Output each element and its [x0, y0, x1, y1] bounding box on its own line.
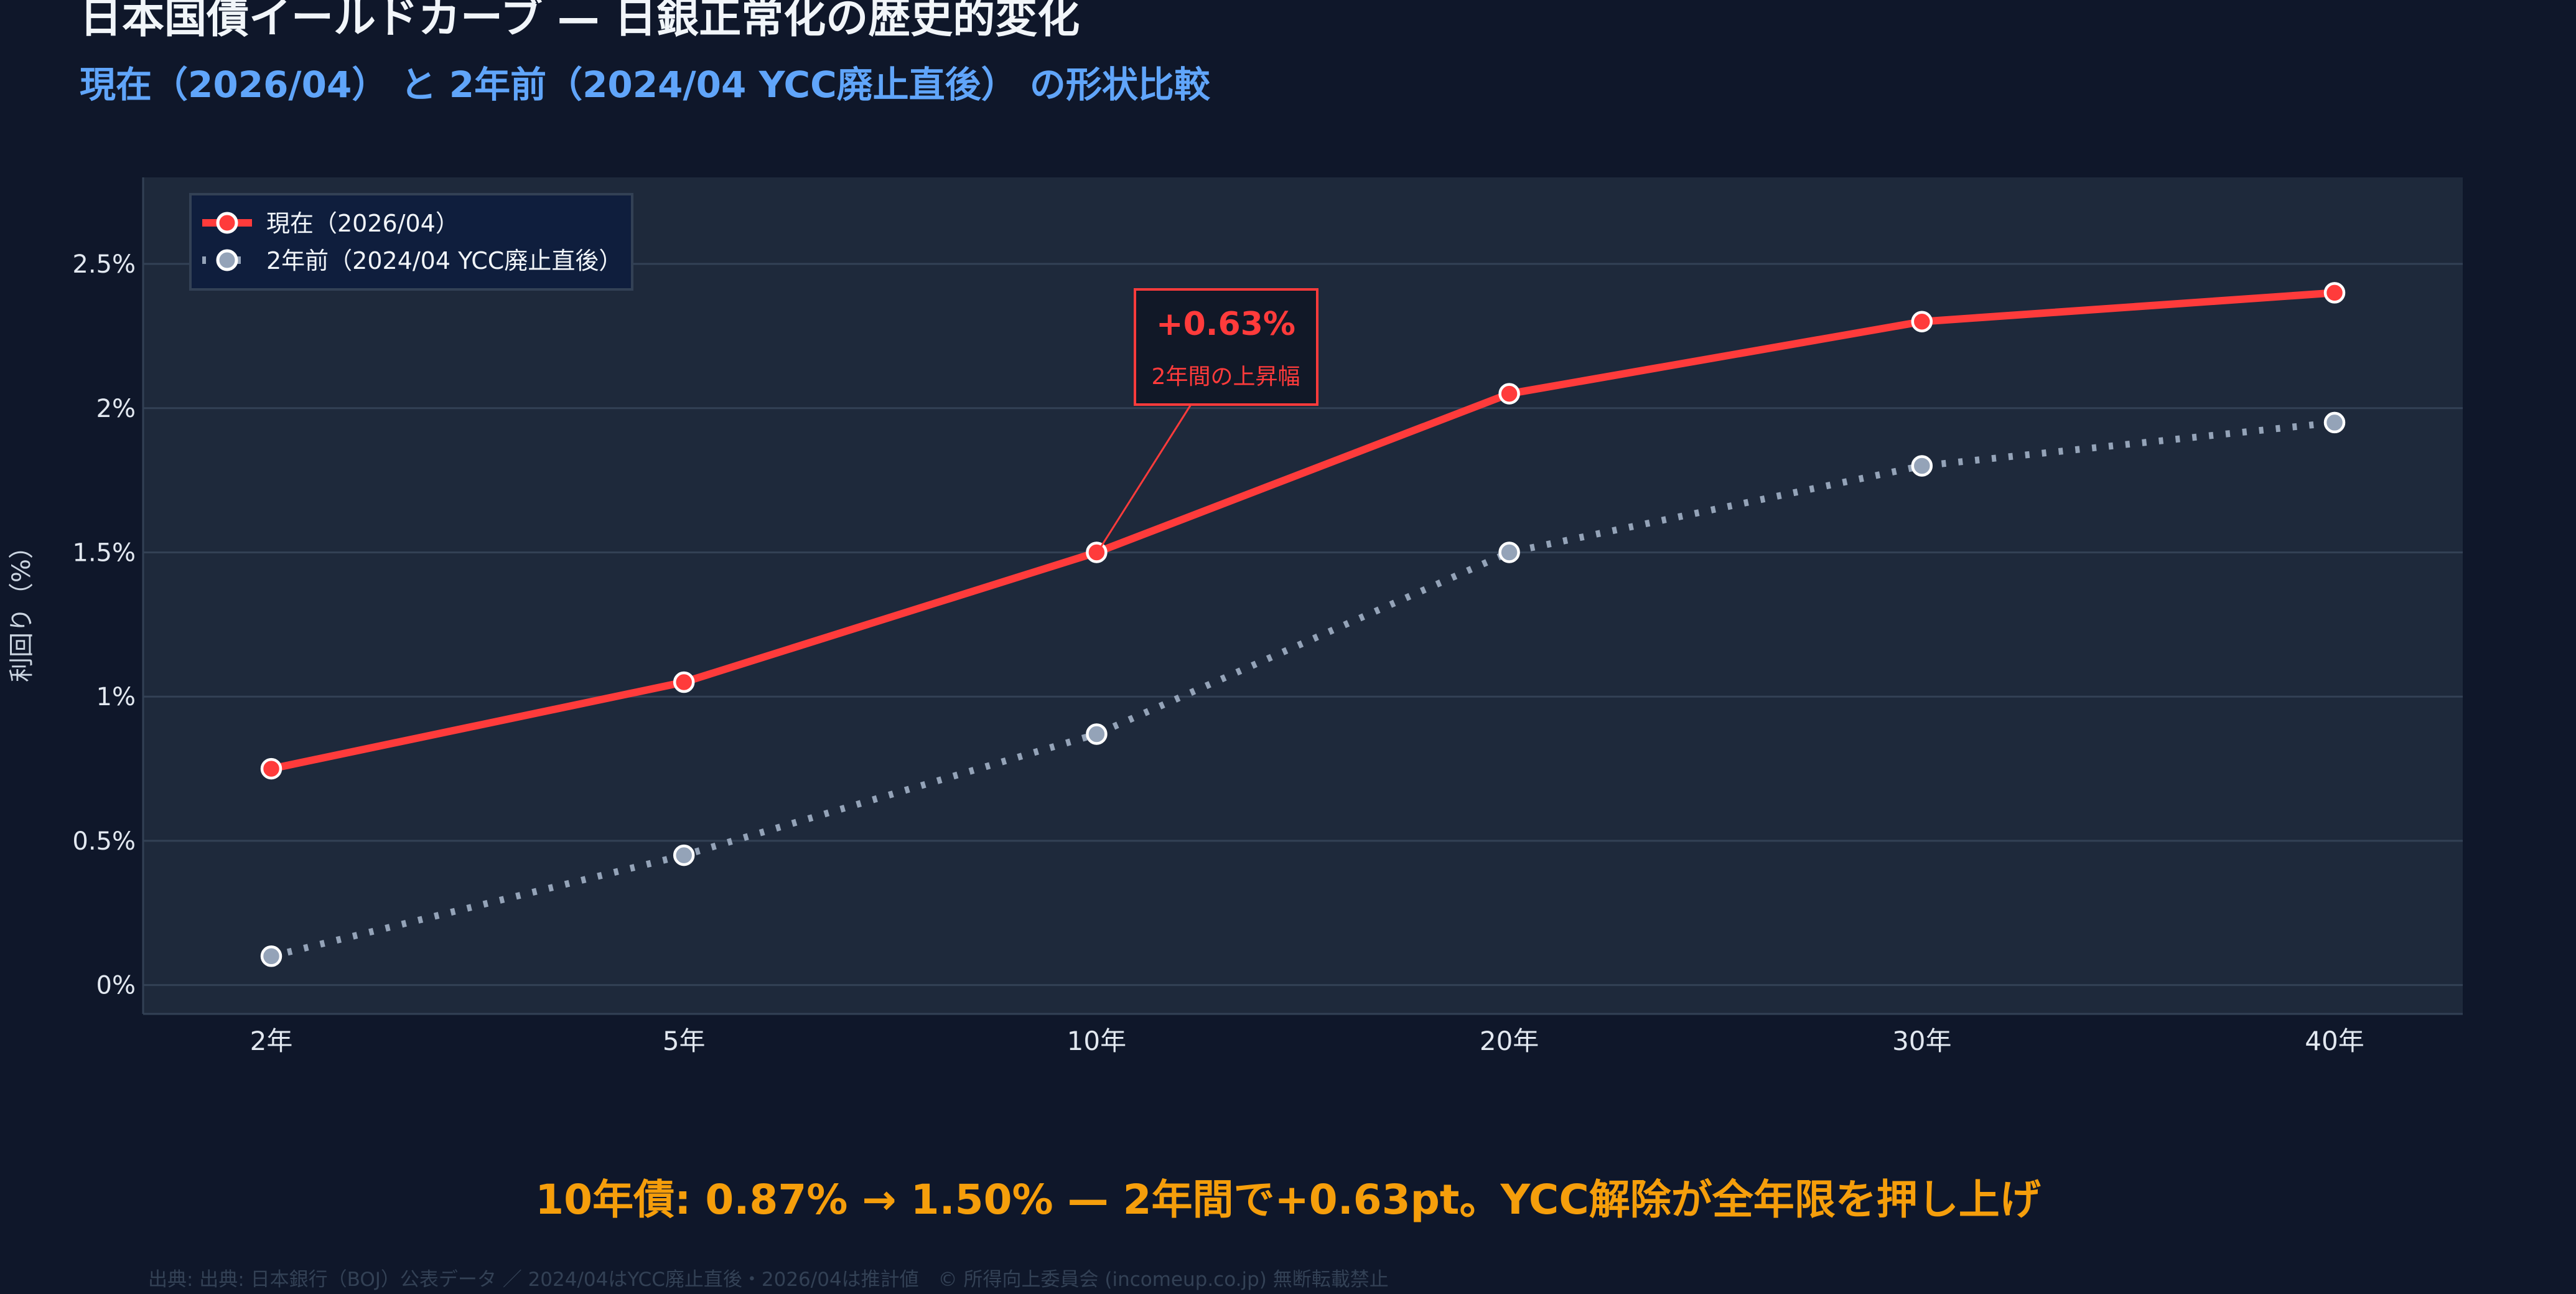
chart-subtitle: 現在（2026/04） と 2年前（2024/04 YCC廃止直後） の形状比較	[80, 63, 1211, 106]
annotation-label: 2年間の上昇幅	[1152, 364, 1300, 390]
y-tick-label: 1.5%	[72, 538, 136, 567]
series-line	[270, 289, 2335, 772]
legend-current-marker	[216, 212, 238, 234]
data-point	[1911, 311, 1933, 332]
x-tick-label: 2年	[250, 1026, 293, 1056]
series-current	[260, 282, 2346, 780]
annotation-box	[1134, 288, 1318, 406]
x-tick-label: 40年	[2305, 1026, 2364, 1056]
legend-previous-marker	[216, 249, 238, 271]
annotation-leader-line	[1096, 404, 1192, 553]
legend-previous-label: 2年前（2024/04 YCC廃止直後）	[266, 247, 622, 274]
series-previous	[260, 411, 2346, 967]
data-point	[2323, 282, 2346, 304]
source-note: 出典: 出典: 日本銀行（BOJ）公表データ ／ 2024/04はYCC廃止直後…	[148, 1268, 1389, 1291]
chart-title: 日本国債イールドカーブ — 日銀正常化の歴史的変化	[80, 0, 1080, 43]
x-tick-label: 5年	[663, 1026, 706, 1056]
data-point	[1498, 383, 1520, 405]
annotation: +0.63% 2年間の上昇幅	[1096, 288, 1318, 553]
y-tick-label: 2.5%	[72, 250, 136, 279]
y-tick-label: 0%	[96, 972, 136, 1000]
data-point	[1086, 723, 1108, 745]
x-tick-label: 20年	[1480, 1026, 1539, 1056]
y-tick-label: 0.5%	[72, 827, 136, 856]
x-tick-label: 10年	[1067, 1026, 1126, 1056]
caption: 10年債: 0.87% → 1.50% — 2年間で+0.63pt。YCC解除が…	[535, 1176, 2041, 1224]
data-point	[673, 844, 695, 866]
y-tick-label: 1%	[96, 683, 136, 711]
legend: 現在（2026/04） 2年前（2024/04 YCC廃止直後）	[189, 193, 633, 291]
y-axis-label: 利回り（%）	[7, 534, 36, 682]
data-point	[260, 757, 282, 780]
legend-box	[189, 193, 633, 291]
series-line	[270, 419, 2335, 960]
legend-current-label: 現在（2026/04）	[266, 210, 459, 237]
annotation-value: +0.63%	[1156, 306, 1295, 343]
x-tick-label: 30年	[1892, 1026, 1951, 1056]
data-point	[673, 671, 695, 693]
data-point	[1498, 542, 1520, 563]
y-tick-label: 2%	[96, 395, 136, 423]
data-point	[1086, 542, 1108, 563]
y-tick-labels: 0% 0.5% 1% 1.5% 2% 2.5%	[72, 250, 136, 1000]
data-point	[260, 945, 282, 967]
x-tick-labels: 2年 5年 10年 20年 30年 40年	[250, 1026, 2364, 1056]
data-point	[1911, 455, 1933, 477]
data-point	[2323, 411, 2346, 434]
